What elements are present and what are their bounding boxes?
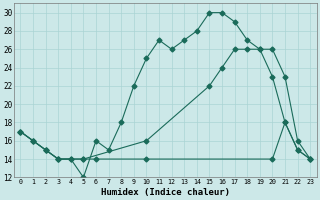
X-axis label: Humidex (Indice chaleur): Humidex (Indice chaleur) [101, 188, 230, 197]
